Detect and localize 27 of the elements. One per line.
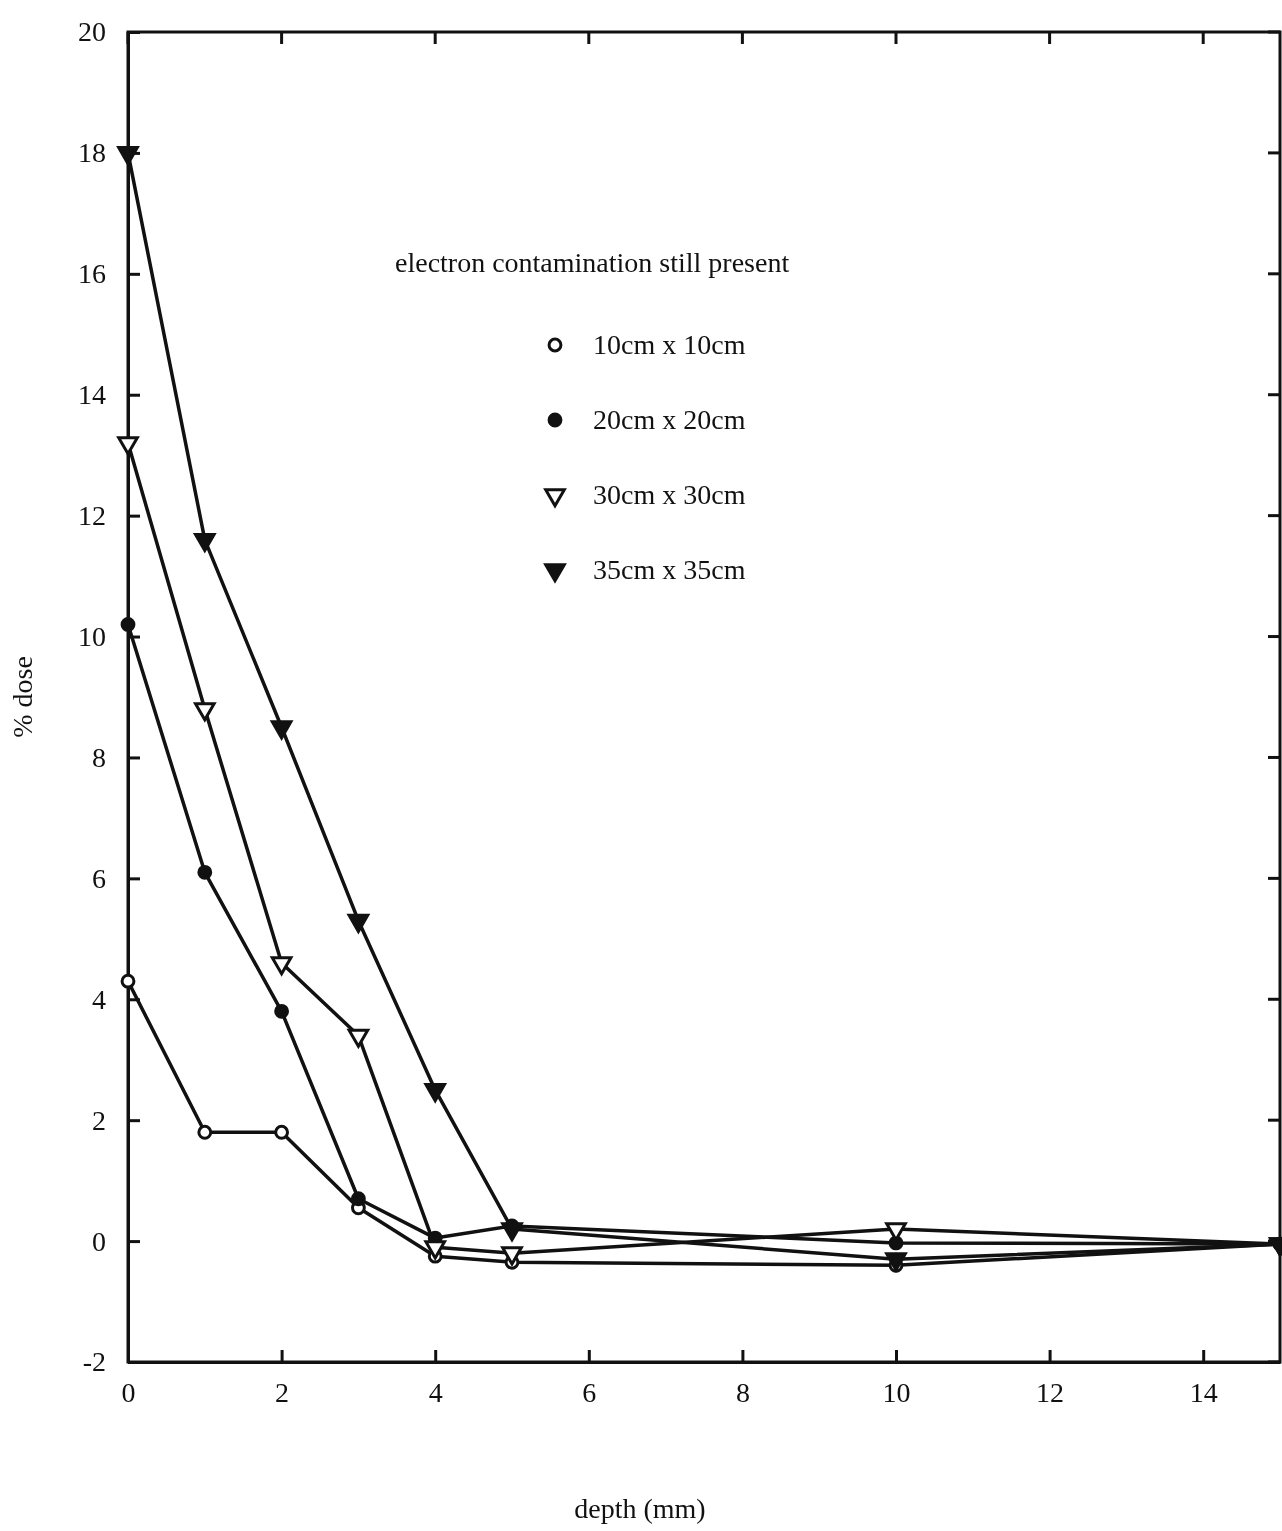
y-tick-label: 18 [78, 137, 106, 169]
x-tick-label: 8 [735, 1376, 750, 1408]
y-tick-label: 14 [78, 379, 106, 411]
legend-title: electron contamination still present [395, 247, 790, 278]
x-tick-label: 10 [882, 1376, 911, 1408]
y-tick-label: 12 [78, 500, 106, 532]
x-tick-label: 14 [1189, 1376, 1218, 1408]
legend-label: 35cm x 35cm [593, 554, 746, 585]
y-tick-label: 8 [92, 741, 106, 773]
y-tick-label: 20 [78, 16, 106, 48]
x-tick-label: 6 [582, 1376, 597, 1408]
y-tick-label: 16 [78, 258, 106, 290]
legend-label: 20cm x 20cm [593, 404, 746, 435]
x-tick-label: 2 [275, 1376, 290, 1408]
x-tick-label: 12 [1036, 1376, 1065, 1408]
legend-label: 30cm x 30cm [593, 479, 746, 510]
x-tick-label: 0 [121, 1376, 136, 1408]
y-tick-label: 10 [78, 621, 106, 653]
y-tick-label: 2 [92, 1104, 106, 1136]
y-tick-label: 6 [92, 862, 106, 894]
x-axis-title: depth (mm) [574, 1493, 706, 1524]
legend-label: 10cm x 10cm [593, 329, 746, 360]
x-tick-label: 4 [428, 1376, 443, 1408]
y-tick-label: 0 [92, 1225, 106, 1257]
y-axis-title: % dose [7, 656, 38, 738]
y-tick-label: -2 [82, 1346, 106, 1378]
y-tick-label: 4 [92, 983, 106, 1015]
